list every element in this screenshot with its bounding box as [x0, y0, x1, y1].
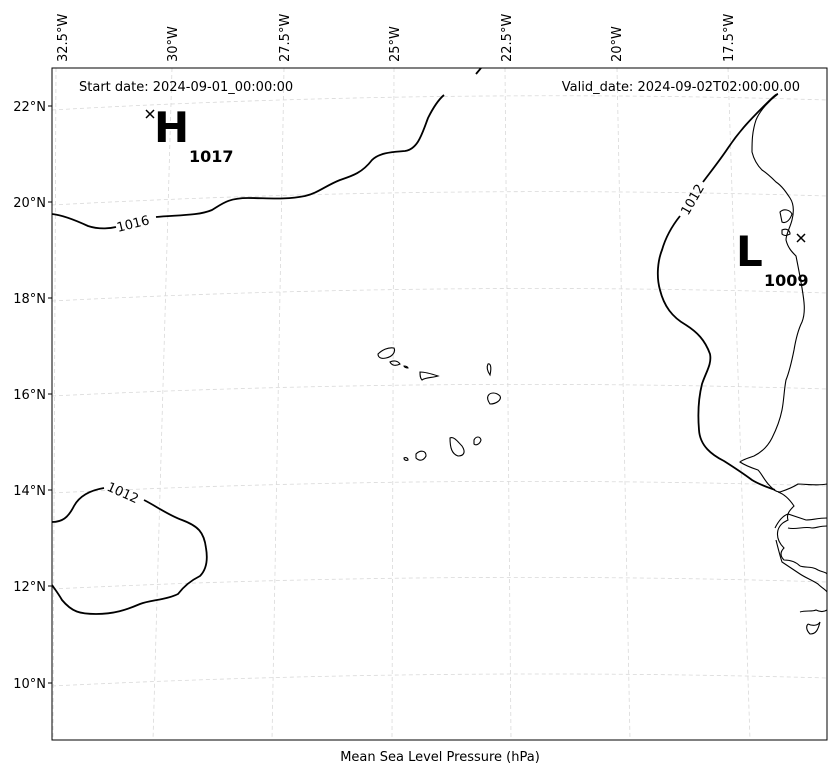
parallel-18n: [52, 288, 827, 302]
lon-labels: 32.5°W 30°W 27.5°W 25°W 22.5°W 20°W 17.5…: [56, 14, 737, 62]
meridian-27-5w: [271, 68, 285, 740]
meridian-20w: [616, 68, 631, 740]
low-center-value: 1009: [764, 271, 809, 290]
isobar-1012-east: [656, 93, 779, 491]
santa-luzia-island: [403, 365, 409, 369]
lon-label-25w: 25°W: [388, 26, 403, 62]
sao-vicente-island: [389, 360, 401, 366]
meridian-32-5w: [52, 68, 57, 740]
sal-island: [486, 363, 492, 377]
parallel-10n: [52, 673, 827, 687]
lon-label-22-5w: 22.5°W: [500, 14, 515, 62]
map-area: [52, 68, 827, 740]
coastal-feature-south: [781, 228, 791, 237]
map-frame: [51, 67, 828, 741]
boa-vista-island: [487, 392, 501, 405]
lat-label-12n: 12°N: [13, 580, 46, 595]
low-pressure-center: L 1009: [736, 227, 809, 290]
lat-label-16n: 16°N: [13, 388, 46, 403]
fogo-island: [415, 450, 427, 461]
high-center-marker: [145, 109, 155, 119]
high-center-letter: H: [154, 103, 189, 152]
meridian-17-5w: [727, 68, 751, 740]
santiago-island: [449, 437, 465, 457]
parallel-16n: [52, 383, 827, 397]
isobar-1016: [52, 68, 482, 230]
african-coastline: [739, 93, 827, 635]
low-center-marker: [796, 233, 806, 243]
santo-antao-island: [377, 347, 396, 359]
brava-island: [403, 457, 409, 461]
lon-label-30w: 30°W: [166, 26, 181, 62]
lat-label-20n: 20°N: [13, 196, 46, 211]
isobar-1012-west: [52, 487, 208, 615]
lon-label-27-5w: 27.5°W: [278, 14, 293, 62]
lon-label-32-5w: 32.5°W: [56, 14, 71, 62]
parallel-22n: [52, 95, 827, 111]
start-date-text: Start date: 2024-09-01_00:00:00: [79, 80, 293, 95]
meridian-25w: [391, 68, 395, 740]
graticule-meridians: [52, 68, 751, 740]
parallel-14n: [52, 480, 827, 494]
low-center-letter: L: [736, 227, 763, 276]
meridian-30w: [152, 68, 173, 740]
cape-verde-islands: [377, 347, 501, 461]
lon-label-17-5w: 17.5°W: [722, 14, 737, 62]
lat-label-14n: 14°N: [13, 484, 46, 499]
senegal-coast-detail: [776, 491, 801, 567]
high-center-value: 1017: [189, 147, 234, 166]
high-pressure-center: H 1017: [145, 103, 234, 166]
meridian-22-5w: [504, 68, 512, 740]
valid-date-text: Valid_date: 2024-09-02T02:00:00.00: [562, 80, 800, 95]
graticule-parallels: [52, 95, 827, 687]
parallel-12n: [52, 576, 827, 590]
lat-label-22n: 22°N: [13, 100, 46, 115]
casamance-estuary: [799, 565, 827, 575]
lat-label-18n: 18°N: [13, 292, 46, 307]
sao-nicolau-island: [419, 371, 440, 381]
gambia-estuary: [787, 525, 827, 530]
lat-labels: 22°N 20°N 18°N 16°N 14°N 12°N 10°N: [13, 100, 46, 692]
lat-ticks: [48, 105, 52, 684]
maio-island: [473, 436, 482, 446]
coastal-feature-north: [779, 209, 793, 224]
lat-label-10n: 10°N: [13, 677, 46, 692]
field-label: Mean Sea Level Pressure (hPa): [340, 750, 540, 765]
parallel-20n: [52, 191, 827, 206]
lon-label-20w: 20°W: [610, 26, 625, 62]
isobars: [52, 68, 779, 615]
